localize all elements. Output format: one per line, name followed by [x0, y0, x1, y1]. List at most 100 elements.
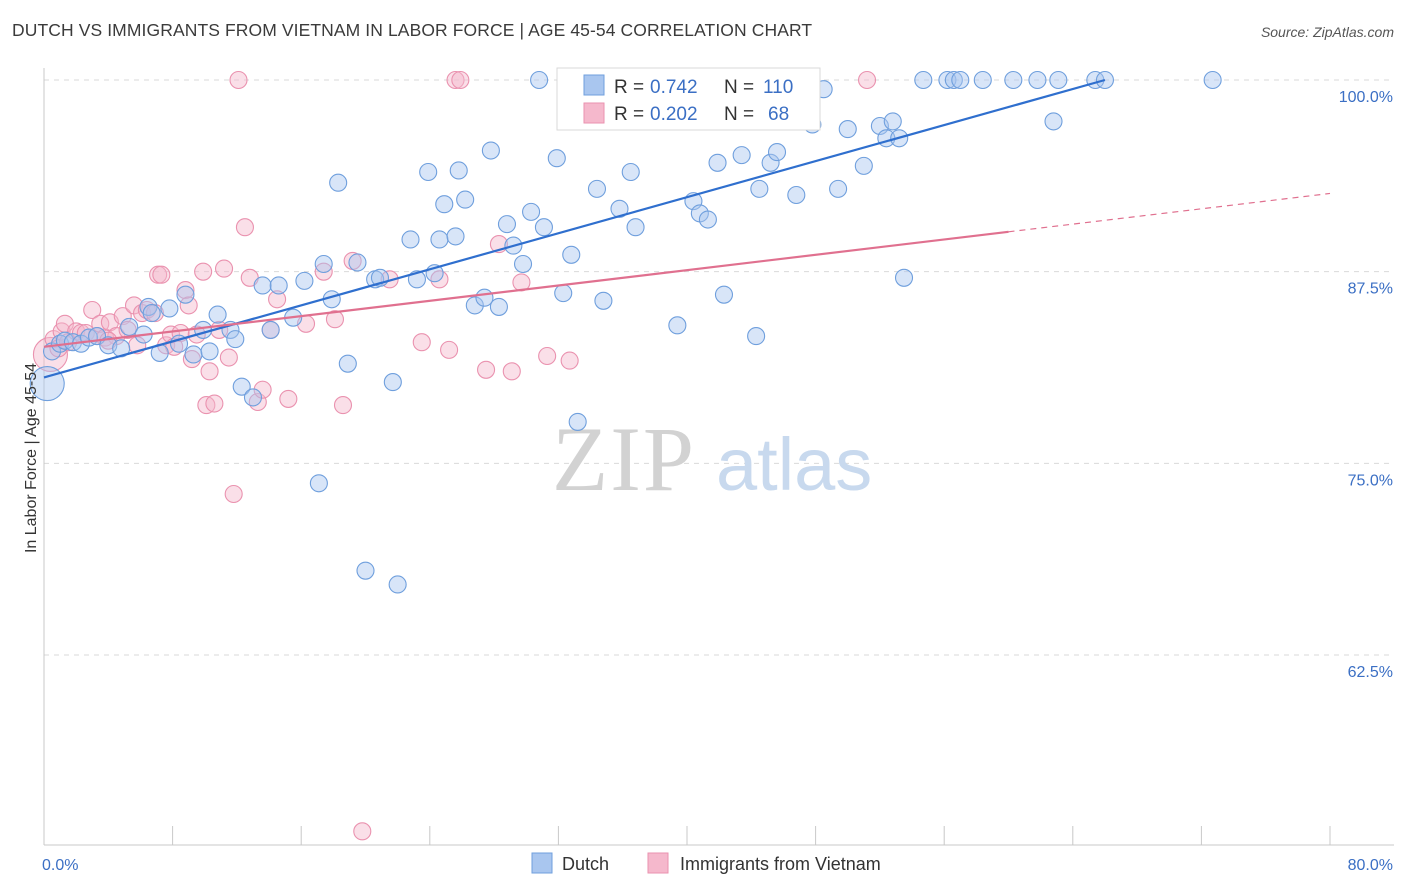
vietnam-point-53 — [353, 822, 372, 841]
chart-source: Source: ZipAtlas.com — [1260, 24, 1394, 40]
dutch-point-96 — [883, 112, 902, 131]
dutch-point-34 — [329, 173, 348, 192]
dutch-point-49 — [449, 161, 468, 180]
dutch-point-91 — [829, 179, 848, 198]
dutch-point-47 — [435, 195, 454, 214]
dutch-point-18 — [184, 345, 203, 364]
legend-n-value-dutch: 110 — [763, 77, 793, 98]
dutch-point-101 — [951, 70, 970, 90]
dutch-point-85 — [767, 143, 787, 162]
dutch-point-46 — [430, 230, 449, 249]
vietnam-point-40 — [229, 70, 248, 90]
series-dutch-points — [29, 70, 1222, 594]
tick-labels: 100.0% 87.5% 75.0% 62.5% 0.0% 80.0% — [42, 89, 1393, 874]
dutch-point-100 — [944, 70, 963, 90]
dutch-point-69 — [621, 162, 640, 182]
dutch-point-54 — [489, 297, 508, 316]
vietnam-point-37 — [214, 259, 234, 278]
dutch-point-44 — [419, 162, 438, 182]
dutch-point-60 — [534, 218, 553, 237]
dutch-point-98 — [914, 70, 933, 90]
legend-r-label-vietnam: R = — [614, 104, 644, 125]
dutch-point-99 — [938, 70, 957, 90]
bottom-legend-label-vietnam: Immigrants from Vietnam — [680, 854, 881, 874]
vietnam-point-54 — [380, 270, 399, 289]
vietnam-trend-line — [43, 230, 1009, 348]
vietnam-trend-extension — [1008, 192, 1331, 233]
dutch-point-41 — [388, 575, 407, 594]
dutch-point-82 — [747, 327, 766, 346]
dutch-point-37 — [356, 561, 375, 580]
chart-title: DUTCH VS IMMIGRANTS FROM VIETNAM IN LABO… — [12, 20, 813, 40]
vietnam-point-49 — [314, 262, 333, 281]
dutch-point-58 — [522, 202, 541, 221]
dutch-point-26 — [253, 276, 272, 295]
dutch-point-32 — [314, 254, 333, 274]
dutch-point-30 — [295, 271, 314, 290]
dutch-point-62 — [554, 284, 573, 303]
vietnam-point-32 — [194, 262, 213, 281]
vietnam-point-41 — [235, 218, 254, 237]
watermark-zip: ZIP — [552, 408, 696, 510]
dutch-point-42 — [401, 230, 420, 249]
vietnam-point-50 — [325, 310, 345, 329]
vietnam-point-62 — [502, 362, 521, 381]
dutch-point-55 — [497, 215, 517, 234]
dutch-point-61 — [547, 149, 566, 168]
dutch-point-78 — [708, 153, 727, 172]
vietnam-point-15 — [113, 307, 132, 326]
dutch-point-53 — [481, 141, 500, 160]
dutch-point-59 — [530, 70, 549, 90]
dutch-point-70 — [626, 218, 645, 237]
dutch-point-73 — [668, 316, 687, 335]
vietnam-point-64 — [538, 346, 557, 366]
legend-r-value-vietnam: 0.202 — [650, 104, 698, 125]
y-tick-label-1: 87.5% — [1348, 281, 1393, 298]
trend-lines — [43, 78, 1331, 379]
dutch-point-63 — [562, 245, 581, 264]
dutch-point-21 — [208, 305, 227, 324]
dutch-point-40 — [383, 373, 402, 392]
legend-r-label-dutch: R = — [614, 77, 644, 98]
vietnam-point-57 — [440, 340, 459, 359]
bottom-legend-swatch-vietnam — [647, 852, 669, 874]
vietnam-point-58 — [446, 70, 465, 90]
dutch-point-106 — [1049, 70, 1068, 90]
dutch-point-79 — [714, 285, 734, 304]
dutch-point-103 — [1004, 70, 1023, 90]
dutch-point-109 — [1203, 70, 1222, 90]
dutch-point-24 — [232, 377, 251, 396]
y-tick-label-3: 62.5% — [1348, 664, 1393, 681]
dutch-point-77 — [698, 210, 717, 229]
dutch-point-93 — [854, 156, 873, 175]
dutch-point-48 — [446, 227, 465, 246]
dutch-point-28 — [269, 276, 288, 295]
dutch-point-102 — [973, 70, 992, 90]
vietnam-point-44 — [253, 380, 272, 399]
dutch-trend-line — [43, 78, 1106, 379]
dutch-point-86 — [787, 185, 806, 205]
dutch-point-66 — [594, 291, 613, 310]
dutch-point-25 — [243, 388, 263, 407]
legend-n-value-vietnam: 68 — [768, 104, 789, 125]
dutch-point-52 — [475, 288, 494, 307]
dutch-point-104 — [1028, 70, 1047, 90]
vietnam-point-34 — [200, 362, 219, 381]
dutch-point-10 — [120, 317, 139, 336]
vietnam-point-47 — [279, 389, 298, 408]
vietnam-point-39 — [224, 484, 243, 504]
dutch-point-92 — [838, 120, 857, 139]
vietnam-point-55 — [412, 333, 431, 352]
vietnam-point-23 — [152, 265, 171, 284]
vietnam-point-35 — [205, 394, 224, 413]
watermark-atlas: atlas — [716, 423, 872, 506]
vietnam-point-28 — [176, 281, 195, 300]
dutch-point-20 — [200, 342, 219, 361]
legend-swatch-vietnam — [583, 102, 605, 124]
vietnam-point-59 — [451, 70, 470, 90]
dutch-point-35 — [338, 354, 357, 373]
dutch-point-68 — [610, 199, 629, 218]
legend-n-label-vietnam: N = — [724, 104, 754, 125]
dutch-point-51 — [465, 296, 484, 315]
